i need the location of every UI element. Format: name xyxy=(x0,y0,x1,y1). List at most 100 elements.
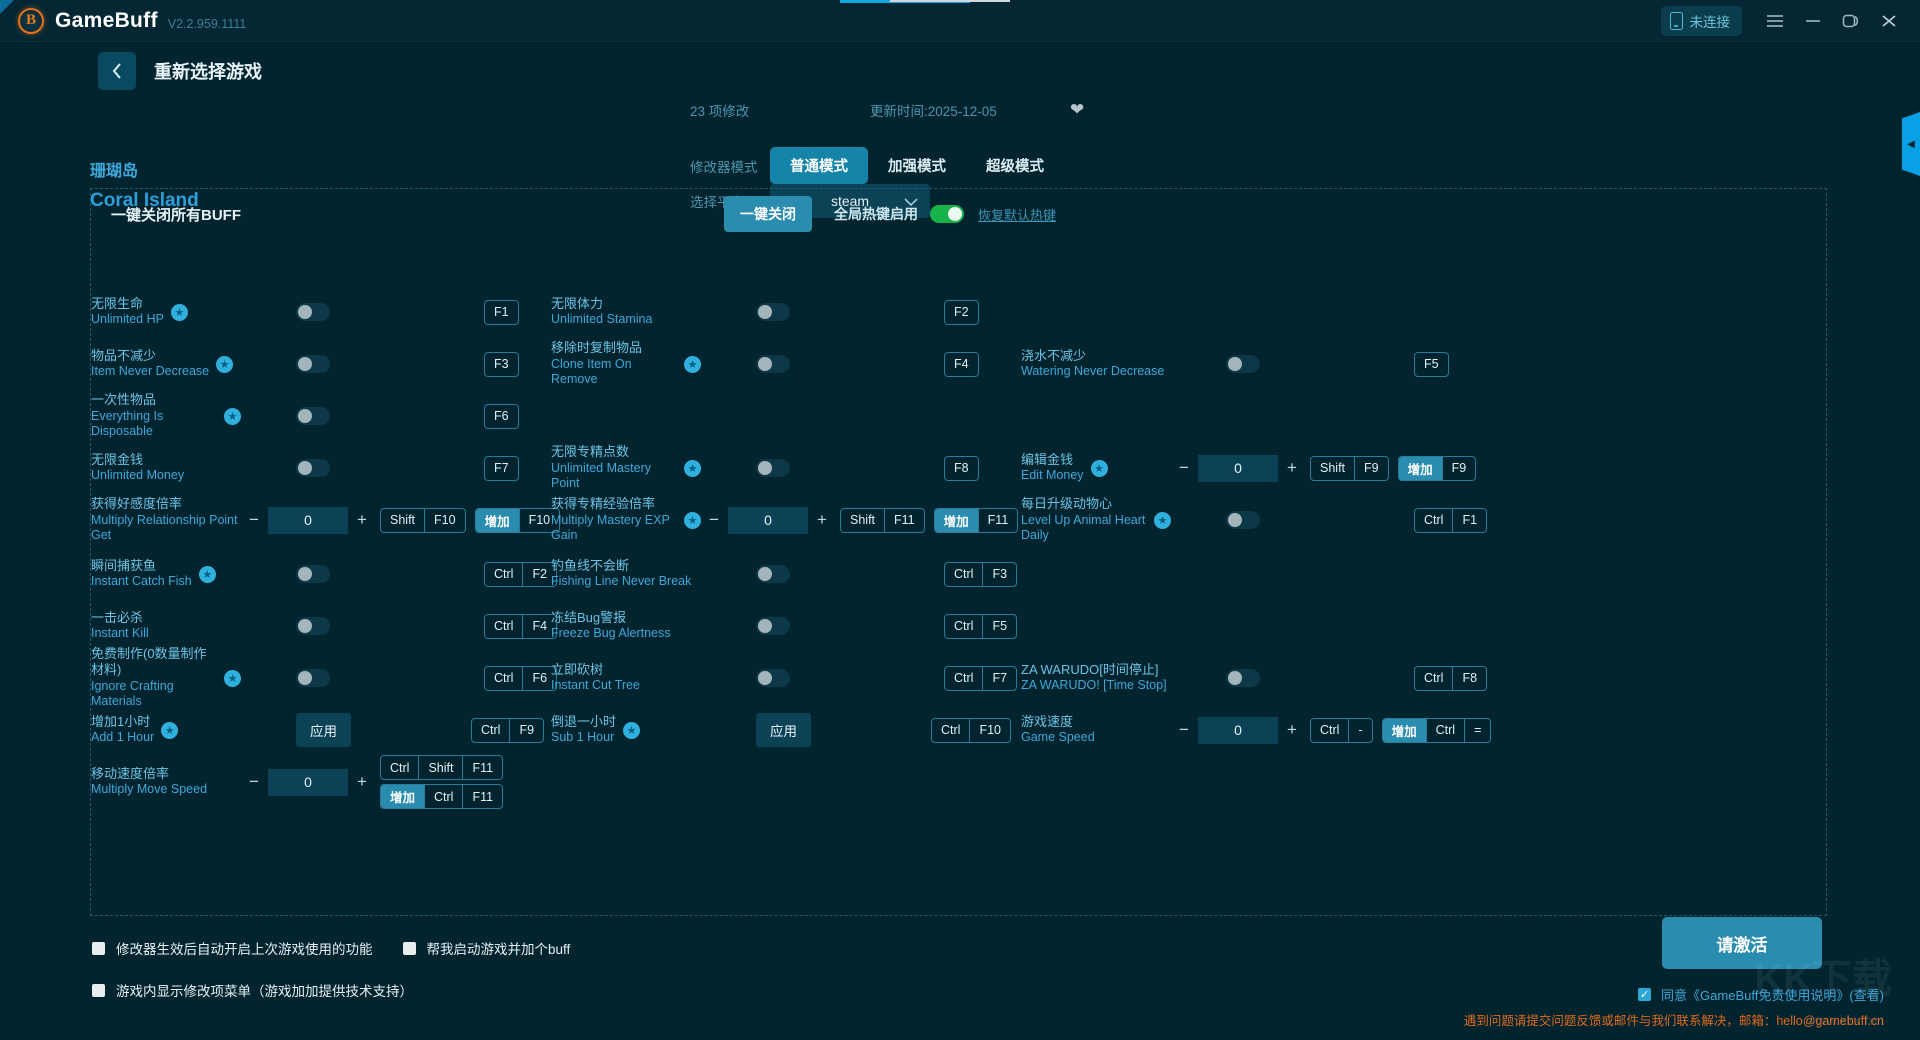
hotkey-chip[interactable]: 增加 Ctrl F11 xyxy=(380,784,504,809)
cheat-toggle[interactable] xyxy=(756,565,790,583)
stepper-increment-button[interactable]: + xyxy=(817,510,827,529)
hotkey-key: F11 xyxy=(884,508,924,532)
hotkey-chip[interactable]: Shift F11 xyxy=(840,507,925,533)
cheat-toggle[interactable] xyxy=(1226,355,1260,373)
cheat-name-en: Unlimited HP xyxy=(91,312,164,327)
cheat-control: −0 + xyxy=(709,506,830,534)
hotkey-chip[interactable]: F4 xyxy=(944,351,979,377)
tab-super-mode[interactable]: 超级模式 xyxy=(986,159,1044,175)
activate-button[interactable]: 请激活 xyxy=(1662,917,1822,969)
cheat-toggle[interactable] xyxy=(756,617,790,635)
hotkey-chip[interactable]: F2 xyxy=(944,299,979,325)
hotkey-chip[interactable]: Ctrl F9 xyxy=(471,717,545,743)
stepper-decrement-button[interactable]: − xyxy=(249,772,259,791)
cheat-stepper: −0 + xyxy=(246,506,370,534)
watermark-secondary: www.kkx.net xyxy=(1806,1012,1884,1028)
cheat-toggle[interactable] xyxy=(296,355,330,373)
checkbox-ingame-menu[interactable] xyxy=(92,983,105,997)
hotkey-chip[interactable]: F1 xyxy=(484,299,519,325)
hotkey-chip[interactable]: F5 xyxy=(1414,351,1449,377)
hotkey-key: Shift xyxy=(418,756,462,779)
stepper-value-input[interactable]: 0 xyxy=(268,506,348,534)
reset-hotkey-link[interactable]: 恢复默认热键 xyxy=(978,207,1057,223)
checkbox-agreement[interactable]: ✓ xyxy=(1638,988,1652,1001)
cheat-toggle[interactable] xyxy=(756,355,790,373)
hotkey-chip[interactable]: Ctrl F1 xyxy=(1414,507,1488,533)
cheat-name-block: 无限专精点数 Unlimited Mastery Point ★ xyxy=(551,444,701,492)
cheat-name-cn: 游戏速度 xyxy=(1021,714,1074,730)
cheat-toggle[interactable] xyxy=(756,303,790,321)
stepper-increment-button[interactable]: + xyxy=(1287,720,1297,739)
cheat-toggle[interactable] xyxy=(756,669,790,687)
stepper-value-input[interactable]: 0 xyxy=(728,506,808,534)
cheat-toggle[interactable] xyxy=(1226,511,1260,529)
hotkey-chip[interactable]: Ctrl Shift F11 xyxy=(380,755,504,780)
apply-button[interactable]: 应用 xyxy=(296,713,351,747)
cheat-toggle[interactable] xyxy=(296,459,330,477)
hotkey-chip[interactable]: Shift F10 xyxy=(380,507,466,533)
cheat-toggle[interactable] xyxy=(756,459,790,477)
star-icon: ★ xyxy=(224,669,241,687)
stepper-decrement-button[interactable]: − xyxy=(249,510,259,529)
hotkey-chip[interactable]: Ctrl - xyxy=(1310,717,1373,743)
checkbox-launch-with-buff[interactable] xyxy=(402,941,416,955)
hotkey-chip[interactable]: 增加 Ctrl = xyxy=(1381,717,1492,743)
hotkey-chip[interactable]: Ctrl F5 xyxy=(944,613,1018,639)
side-panel-toggle[interactable]: ◀ xyxy=(1902,112,1920,176)
stepper-decrement-button[interactable]: − xyxy=(1179,720,1189,739)
cheat-toggle[interactable] xyxy=(296,407,330,425)
hotkey-chip[interactable]: Shift F9 xyxy=(1310,455,1389,481)
hotkey-chip[interactable]: 增加 F11 xyxy=(933,507,1019,533)
connection-status-chip[interactable]: 未连接 xyxy=(1660,5,1742,36)
hotkey-group: Ctrl F4 xyxy=(484,613,558,639)
hotkey-chip[interactable]: Ctrl F2 xyxy=(484,561,558,587)
tab-enhanced-mode[interactable]: 加强模式 xyxy=(888,159,946,175)
hamburger-menu-icon[interactable] xyxy=(1758,6,1792,36)
cheat-name-cn: 无限专精点数 xyxy=(551,444,630,460)
stepper-increment-button[interactable]: + xyxy=(357,772,367,791)
cheat-name-cn: 获得专精经验倍率 xyxy=(551,496,656,512)
close-icon[interactable] xyxy=(1872,6,1906,36)
cheat-name-block: 倒退一小时 Sub 1 Hour ★ xyxy=(551,714,701,746)
hotkey-chip[interactable]: Ctrl F8 xyxy=(1414,665,1488,691)
hotkey-chip[interactable]: F8 xyxy=(944,455,979,481)
hotkey-chip[interactable]: F7 xyxy=(484,455,519,481)
cheat-toggle[interactable] xyxy=(1226,669,1260,687)
hotkey-chip[interactable]: 增加 F10 xyxy=(474,507,561,533)
stepper-increment-button[interactable]: + xyxy=(1287,458,1297,477)
option-label-ingame-menu: 游戏内显示修改项菜单（游戏加加提供技术支持） xyxy=(116,984,413,999)
stepper-value-input[interactable]: 0 xyxy=(1198,454,1278,482)
close-all-button[interactable]: 一键关闭 xyxy=(724,196,812,232)
hotkey-chip[interactable]: Ctrl F7 xyxy=(944,665,1018,691)
favorite-heart-icon[interactable]: ❤ xyxy=(1070,100,1085,119)
back-button[interactable] xyxy=(98,52,136,90)
stepper-decrement-button[interactable]: − xyxy=(1179,458,1189,477)
checkbox-auto-enable[interactable] xyxy=(92,941,105,955)
cheat-toggle[interactable] xyxy=(296,565,330,583)
hotkey-chip[interactable]: Ctrl F10 xyxy=(931,717,1011,743)
hotkey-chip[interactable]: Ctrl F4 xyxy=(484,613,558,639)
stepper-increment-button[interactable]: + xyxy=(357,510,367,529)
agreement-label[interactable]: 同意《GameBuff免责使用说明》(查看) xyxy=(1661,988,1884,1003)
hotkey-chip[interactable]: F6 xyxy=(484,403,519,429)
hotkey-chip[interactable]: 增加 F9 xyxy=(1397,455,1477,481)
hotkey-chip[interactable]: F3 xyxy=(484,351,519,377)
global-hotkey-toggle[interactable] xyxy=(930,205,964,223)
cheat-control xyxy=(296,355,330,373)
cheat-toggle[interactable] xyxy=(296,303,330,321)
apply-button[interactable]: 应用 xyxy=(756,713,811,747)
stepper-value-input[interactable]: 0 xyxy=(1198,716,1278,744)
stepper-decrement-button[interactable]: − xyxy=(709,510,719,529)
hotkey-chip[interactable]: Ctrl F3 xyxy=(944,561,1018,587)
cheat-name-en: Item Never Decrease xyxy=(91,364,210,379)
hotkey-key: F4 xyxy=(954,357,969,371)
tab-normal-mode[interactable]: 普通模式 xyxy=(770,147,868,184)
hotkey-chip[interactable]: Ctrl F6 xyxy=(484,665,558,691)
minimize-icon[interactable] xyxy=(1796,6,1830,36)
cheat-name-cn: 无限体力 xyxy=(551,296,604,312)
header-meta: 23 项修改 更新时间:2025-12-05 ❤ xyxy=(690,100,1084,120)
stepper-value-input[interactable]: 0 xyxy=(268,768,348,796)
cheat-toggle[interactable] xyxy=(296,669,330,687)
cheat-toggle[interactable] xyxy=(296,617,330,635)
maximize-icon[interactable] xyxy=(1834,6,1868,36)
